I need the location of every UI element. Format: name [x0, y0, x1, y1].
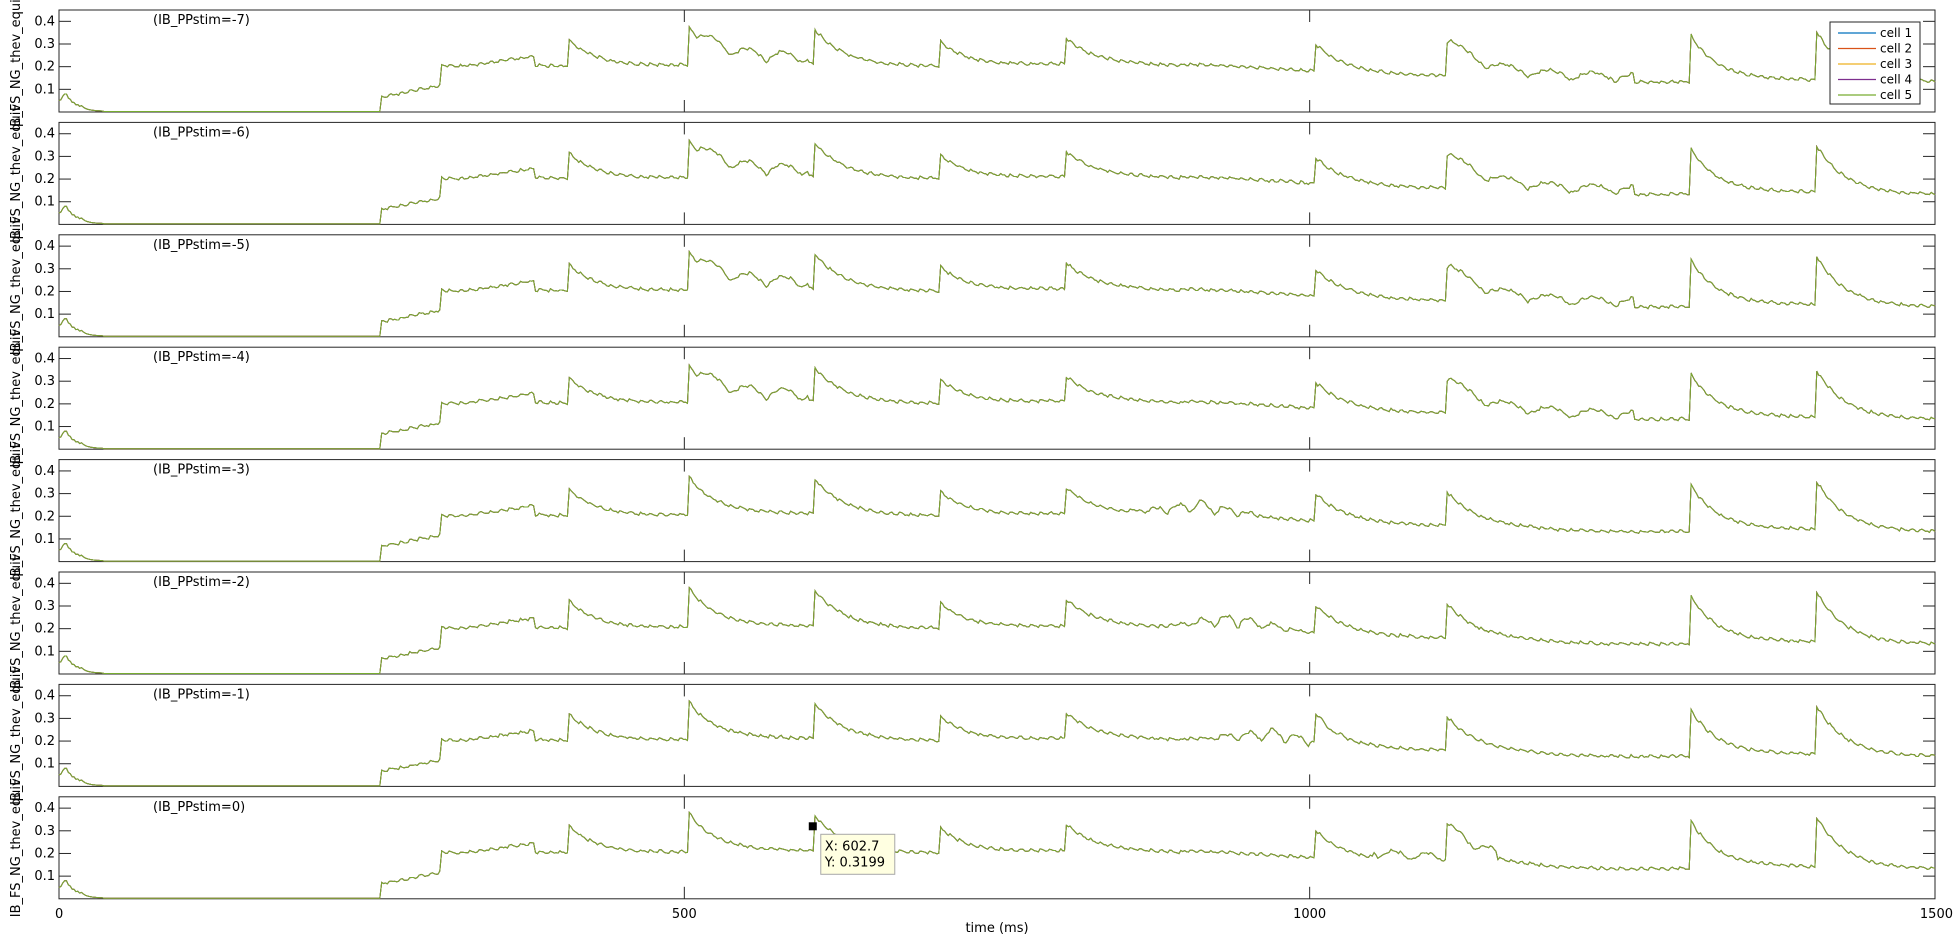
y-tick-label: 0.4	[34, 239, 55, 254]
series-line-cell-5	[58, 363, 1936, 450]
series-line-cell-5	[58, 811, 1936, 899]
panel-label: (IB_PPstim=-6)	[153, 125, 250, 140]
x-axis: 0 500 1000 1500 time (ms)	[55, 907, 1953, 936]
y-tick-label: 0.3	[34, 374, 55, 389]
legend-entry[interactable]: cell 5	[1880, 88, 1912, 102]
subplot-panel[interactable]: 0.1 0.2 0.3 0.4 (IB_PPstim=0) IB_FS_NG_thev_e…	[9, 778, 1936, 917]
datatip-x-text: X: 602.7	[825, 839, 880, 854]
y-tick-label: 0.1	[34, 307, 55, 322]
y-tick-label: 0.4	[34, 801, 55, 816]
y-tick-label: 0.2	[34, 846, 55, 861]
y-tick-label: 0.4	[34, 689, 55, 704]
y-tick-label: 0.2	[34, 734, 55, 749]
y-tick-label: 0.4	[34, 576, 55, 591]
y-axis-label: IB_FS_NG_thev_equiv	[9, 216, 24, 355]
legend-entry[interactable]: cell 4	[1880, 73, 1912, 87]
datatip-y-text: Y: 0.3199	[824, 855, 885, 870]
y-tick-label: 0.2	[34, 509, 55, 524]
legend-entry[interactable]: cell 3	[1880, 57, 1912, 71]
y-tick-label: 0.2	[34, 60, 55, 75]
y-axis-label: IB_FS_NG_thev_equiv	[9, 328, 24, 467]
y-axis-label: IB_FS_NG_thev_equiv	[9, 0, 24, 130]
y-tick-label: 0.1	[34, 757, 55, 772]
y-tick-label: 0.2	[34, 622, 55, 637]
panel-label: (IB_PPstim=-5)	[153, 238, 250, 253]
legend-entry[interactable]: cell 1	[1880, 26, 1912, 40]
y-tick-label: 0.3	[34, 487, 55, 502]
y-tick-label: 0.4	[34, 352, 55, 367]
panel-label: (IB_PPstim=-1)	[153, 687, 250, 702]
series-line-cell-5	[58, 475, 1936, 562]
datatip-marker[interactable]	[808, 822, 817, 831]
panel-label: (IB_PPstim=-2)	[153, 575, 250, 590]
y-tick-label: 0.1	[34, 82, 55, 97]
y-tick-label: 0.1	[34, 195, 55, 210]
series-line-cell-5	[58, 249, 1936, 337]
x-tick-label: 1000	[1293, 907, 1326, 922]
y-axis-label: IB_FS_NG_thev_equiv	[9, 553, 24, 692]
panel-label: (IB_PPstim=-3)	[153, 463, 250, 478]
axes-box	[58, 571, 1936, 675]
y-tick-label: 0.4	[34, 464, 55, 479]
panel-label: (IB_PPstim=0)	[153, 800, 245, 815]
axes-box	[58, 346, 1936, 450]
subplot-panels: 0.1 0.2 0.3 0.4 (IB_PPstim=-7) IB_FS_NG_thev_…	[9, 0, 1936, 917]
y-tick-label: 0.3	[34, 824, 55, 839]
y-tick-label: 0.1	[34, 644, 55, 659]
datatip-box[interactable]	[820, 833, 896, 875]
subplot-panel[interactable]: 0.1 0.2 0.3 0.4 (IB_PPstim=-1) IB_FS_NG_thev_…	[9, 666, 1936, 805]
axes-box	[58, 683, 1936, 787]
subplot-panel[interactable]: 0.1 0.2 0.3 0.4 (IB_PPstim=-6) IB_FS_NG_thev_…	[9, 104, 1936, 243]
subplot-panel[interactable]: 0.1 0.2 0.3 0.4 (IB_PPstim=-2) IB_FS_NG_thev_…	[9, 553, 1936, 692]
y-tick-label: 0.4	[34, 127, 55, 142]
series-line-cell-5	[58, 25, 1936, 112]
y-axis-label: IB_FS_NG_thev_equiv	[9, 441, 24, 580]
y-axis-label: IB_FS_NG_thev_equiv	[9, 778, 24, 917]
y-axis-label: IB_FS_NG_thev_equiv	[9, 666, 24, 805]
axes-box	[58, 796, 1936, 900]
axes-box	[58, 9, 1936, 113]
axes-box	[58, 234, 1936, 338]
axes-box	[58, 121, 1936, 225]
x-tick-label: 1500	[1920, 907, 1953, 922]
panel-label: (IB_PPstim=-4)	[153, 350, 250, 365]
y-tick-label: 0.3	[34, 599, 55, 614]
datatip[interactable]: X: 602.7Y: 0.3199	[808, 822, 896, 875]
subplot-panel[interactable]: 0.1 0.2 0.3 0.4 (IB_PPstim=-7) IB_FS_NG_thev_…	[9, 0, 1936, 130]
legend-entry[interactable]: cell 2	[1880, 42, 1912, 56]
y-tick-label: 0.3	[34, 711, 55, 726]
series-line-cell-5	[58, 699, 1936, 787]
legend-box	[1829, 21, 1921, 105]
x-tick-label: 500	[672, 907, 697, 922]
x-tick-label: 0	[55, 907, 63, 922]
x-axis-label: time (ms)	[965, 921, 1028, 936]
panel-label: (IB_PPstim=-7)	[153, 13, 250, 28]
axes-box	[58, 459, 1936, 563]
y-tick-label: 0.4	[34, 14, 55, 29]
y-tick-label: 0.1	[34, 532, 55, 547]
y-tick-label: 0.1	[34, 420, 55, 435]
y-tick-label: 0.2	[34, 284, 55, 299]
subplot-panel[interactable]: 0.1 0.2 0.3 0.4 (IB_PPstim=-3) IB_FS_NG_thev_…	[9, 441, 1936, 580]
y-tick-label: 0.1	[34, 869, 55, 884]
y-tick-label: 0.2	[34, 397, 55, 412]
subplot-panel[interactable]: 0.1 0.2 0.3 0.4 (IB_PPstim=-4) IB_FS_NG_thev_…	[9, 328, 1936, 468]
y-tick-label: 0.3	[34, 37, 55, 52]
series-line-cell-5	[58, 586, 1936, 674]
y-tick-label: 0.2	[34, 172, 55, 187]
subplot-panel[interactable]: 0.1 0.2 0.3 0.4 (IB_PPstim=-5) IB_FS_NG_thev_…	[9, 216, 1936, 355]
y-axis-label: IB_FS_NG_thev_equiv	[9, 104, 24, 243]
series-line-cell-5	[58, 138, 1936, 225]
y-tick-label: 0.3	[34, 149, 55, 164]
y-tick-label: 0.3	[34, 262, 55, 277]
